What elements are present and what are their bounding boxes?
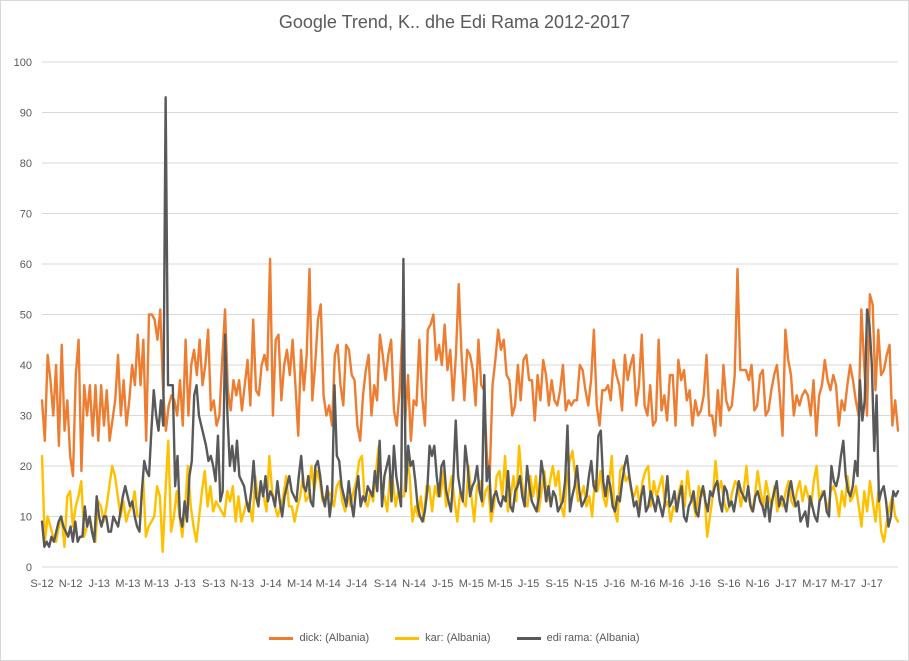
legend: dick: (Albania) kar: (Albania) edi rama:…: [0, 632, 909, 644]
y-axis-ticks: 0 10 20 30 40 50 60 70 80 90 100: [14, 57, 32, 574]
y-tick-label: 90: [20, 108, 32, 120]
y-tick-label: 80: [20, 158, 32, 170]
x-tick-label: N-14: [402, 578, 426, 590]
x-tick-label: M-13: [115, 578, 140, 590]
x-tick-label: N-13: [230, 578, 254, 590]
x-tick-label: S-16: [717, 578, 740, 590]
x-tick-label: S-13: [202, 578, 225, 590]
x-tick-label: M-17: [802, 578, 827, 590]
x-tick-label: M-14: [316, 578, 341, 590]
y-tick-label: 70: [20, 209, 32, 221]
x-tick-label: J-17: [861, 578, 882, 590]
y-tick-label: 40: [20, 360, 32, 372]
x-tick-label: J-17: [775, 578, 796, 590]
x-tick-label: M-15: [487, 578, 512, 590]
x-tick-label: J-16: [690, 578, 711, 590]
legend-item-dick: dick: (Albania): [269, 632, 369, 644]
y-tick-label: 60: [20, 259, 32, 271]
x-tick-label: M-14: [287, 578, 312, 590]
x-tick-label: N-16: [746, 578, 770, 590]
x-axis-ticks: S-12 N-12 J-13 M-13 M-13 J-13 S-13 N-13 J-14 M-14…: [30, 578, 882, 590]
x-tick-label: J-15: [432, 578, 453, 590]
x-tick-label: J-13: [89, 578, 110, 590]
legend-swatch-kar: [395, 636, 420, 640]
series-line-edi-rama: [40, 96, 900, 548]
y-tick-label: 10: [20, 512, 32, 524]
legend-swatch-dick: [269, 636, 294, 640]
gridlines: [42, 61, 898, 568]
y-tick-label: 50: [20, 310, 32, 322]
x-tick-label: J-14: [260, 578, 281, 590]
x-tick-label: S-14: [374, 578, 397, 590]
series-lines: [40, 96, 900, 554]
y-tick-label: 0: [26, 562, 32, 574]
legend-label-kar: kar: (Albania): [425, 632, 491, 644]
series-line-dick: [40, 257, 900, 478]
legend-item-kar: kar: (Albania): [395, 632, 491, 644]
x-tick-label: N-12: [59, 578, 83, 590]
x-tick-label: J-16: [604, 578, 625, 590]
x-tick-label: S-12: [30, 578, 53, 590]
y-tick-label: 20: [20, 461, 32, 473]
legend-swatch-edi-rama: [516, 636, 541, 640]
legend-label-edi-rama: edi rama: (Albania): [546, 632, 640, 644]
y-tick-label: 30: [20, 411, 32, 423]
x-tick-label: J-13: [174, 578, 195, 590]
x-tick-label: M-16: [631, 578, 656, 590]
legend-item-edi-rama: edi rama: (Albania): [516, 632, 640, 644]
x-tick-label: S-15: [546, 578, 569, 590]
x-tick-label: J-15: [518, 578, 539, 590]
x-tick-label: N-15: [574, 578, 598, 590]
chart-title: Google Trend, K.. dhe Edi Rama 2012-2017: [278, 12, 631, 32]
x-tick-label: J-14: [346, 578, 367, 590]
y-tick-label: 100: [14, 57, 32, 69]
x-tick-label: M-13: [144, 578, 169, 590]
legend-label-dick: dick: (Albania): [299, 632, 370, 644]
x-tick-label: M-15: [459, 578, 484, 590]
x-tick-label: M-17: [831, 578, 856, 590]
x-tick-label: M-16: [659, 578, 684, 590]
